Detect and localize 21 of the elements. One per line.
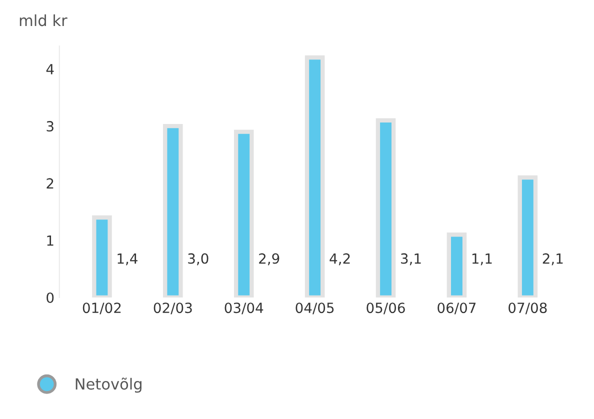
y-tick-label: 0 — [46, 292, 54, 303]
text: 2,1 — [542, 253, 563, 266]
x-tick-label: 01/02 — [82, 302, 121, 314]
x-tick-label: 02/03 — [154, 302, 192, 314]
x-tick-label: 05/06 — [366, 302, 405, 314]
text: 4,2 — [330, 253, 350, 266]
text: 1,1 — [472, 253, 492, 266]
y-tick-label: 2 — [46, 178, 54, 188]
x-tick-label: 03/04 — [224, 302, 264, 314]
y-tick-label: 4 — [46, 64, 54, 74]
y-tick-label: 3 — [46, 121, 54, 132]
x-tick-label: 06/07 — [438, 302, 476, 314]
y-axis-title: mld kr — [20, 14, 68, 26]
text: 2,9 — [259, 253, 280, 266]
text: 3,1 — [401, 253, 421, 266]
x-tick-label: 07/08 — [508, 302, 547, 314]
text: 1,4 — [118, 253, 138, 266]
x-tick-label: 04/05 — [296, 302, 334, 314]
text: 3,0 — [188, 253, 208, 266]
legend-label: Netovõlg — [76, 378, 142, 393]
y-tick-label: 1 — [47, 236, 54, 246]
